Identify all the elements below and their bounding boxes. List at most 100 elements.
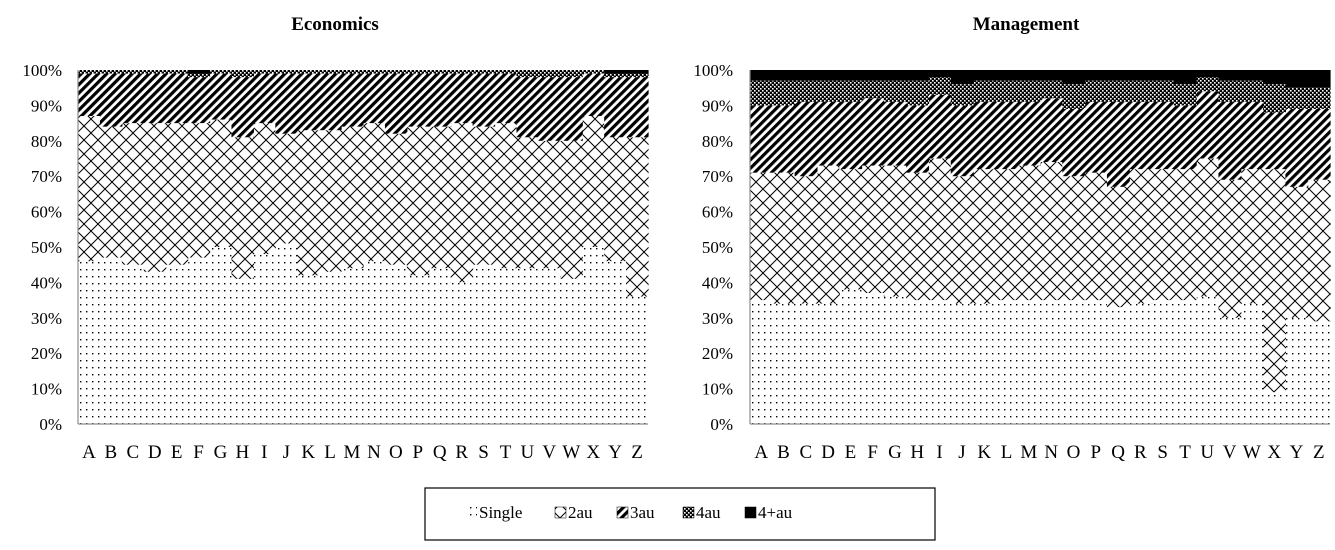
bar-segment — [1240, 80, 1264, 102]
legend-label: 4+au — [758, 503, 793, 522]
bar-segment — [1062, 176, 1086, 301]
bar-segment — [995, 300, 1019, 424]
x-tick-label: X — [586, 442, 600, 463]
bar-segment — [626, 70, 649, 74]
bar-segment — [1196, 70, 1220, 78]
bar-segment — [1263, 169, 1286, 393]
bar-segment — [121, 73, 145, 124]
bar-segment — [750, 80, 773, 106]
x-tick-label: H — [910, 442, 924, 463]
bar-segment — [816, 80, 840, 102]
legend: Single 2au 3au 4au 4+au — [424, 487, 936, 541]
series-2au — [78, 116, 649, 297]
bar-segment — [187, 77, 211, 124]
bar-segment — [1307, 108, 1331, 180]
bar-segment — [165, 70, 189, 74]
bar-segment — [1062, 300, 1086, 424]
series-single — [78, 243, 649, 424]
y-tick-label: 80% — [702, 132, 733, 151]
y-tick-label: 30% — [702, 309, 733, 328]
bar-segment — [1084, 172, 1108, 301]
bar-segment — [297, 130, 320, 276]
bar-segment — [995, 80, 1019, 102]
x-tick-label: W — [1243, 442, 1261, 463]
bar-segment — [1151, 80, 1175, 102]
bar-segment — [861, 70, 885, 81]
bar-segment — [928, 158, 952, 301]
y-tick-label: 10% — [702, 380, 733, 399]
bar-segment — [275, 70, 298, 74]
bar-segment — [1173, 84, 1197, 106]
bar-segment — [1129, 169, 1153, 304]
bar-segment — [1218, 80, 1242, 102]
bar-segment — [560, 140, 583, 279]
bar-segment — [750, 70, 773, 81]
bar-segment — [772, 70, 796, 81]
legend-label: Single — [479, 503, 522, 522]
bar-segment — [341, 73, 364, 127]
bar-segment — [1173, 169, 1197, 301]
x-tick-label: N — [1044, 442, 1058, 463]
bar-segment — [1240, 101, 1264, 170]
bar-segment — [950, 70, 974, 85]
x-tick-label: Z — [1313, 442, 1325, 463]
x-tick-label: X — [1267, 442, 1281, 463]
bar-segment — [861, 293, 885, 424]
bar-segment — [143, 73, 167, 124]
bar-segment — [1129, 101, 1153, 170]
bar-segment — [1285, 87, 1309, 109]
bar-segment — [187, 70, 211, 74]
bar-segment — [794, 70, 818, 81]
bar-segment — [319, 130, 342, 272]
bar-segment — [1062, 70, 1086, 85]
x-tick-label: S — [1157, 442, 1168, 463]
bar-segment — [538, 140, 561, 269]
bar-segment — [1062, 108, 1086, 177]
bar-segment — [99, 126, 123, 258]
y-tick-label: 90% — [31, 96, 62, 115]
x-tick-label: K — [301, 442, 315, 463]
x-tick-label: L — [324, 442, 336, 463]
bar-segment — [319, 271, 342, 424]
y-tick-label: 10% — [31, 380, 62, 399]
bar-segment — [231, 137, 254, 279]
bar-segment — [165, 123, 189, 265]
bar-segment — [78, 73, 101, 117]
bar-segment — [794, 101, 818, 177]
bar-segment — [209, 70, 233, 74]
bar-segment — [1240, 303, 1264, 424]
bar-segment — [1173, 105, 1197, 170]
y-tick-label: 50% — [702, 238, 733, 257]
bar-segment — [1151, 169, 1175, 301]
bar-segment — [1285, 108, 1309, 187]
legend-frame — [424, 487, 936, 541]
bar-segment — [626, 296, 649, 424]
bar-segment — [1106, 80, 1130, 102]
y-tick-label: 100% — [22, 61, 62, 80]
bar-segment — [950, 303, 974, 424]
x-tick-label: F — [867, 442, 878, 463]
bar-segment — [582, 73, 605, 117]
bar-segment — [1151, 300, 1175, 424]
bar-segment — [582, 116, 605, 248]
bar-segment — [384, 73, 408, 134]
x-tick-label: V — [1223, 442, 1237, 463]
bar-segment — [1263, 70, 1286, 85]
bar-segment — [1196, 91, 1220, 159]
bar-segment — [209, 73, 233, 120]
x-tick-label: J — [958, 442, 965, 463]
y-tick-label: 30% — [31, 309, 62, 328]
x-tick-label: C — [799, 442, 812, 463]
x-tick-label: H — [236, 442, 250, 463]
bar-segment — [363, 261, 386, 424]
x-tick-label: N — [367, 442, 381, 463]
bar-segment — [626, 73, 649, 78]
bar-segment — [1084, 80, 1108, 102]
bar-segment — [995, 101, 1019, 170]
bar-segment — [143, 123, 167, 272]
bar-segment — [560, 278, 583, 424]
x-tick-label: L — [1001, 442, 1013, 463]
bar-segment — [973, 303, 996, 424]
bar-segment — [883, 165, 907, 297]
bar-segment — [450, 123, 474, 283]
